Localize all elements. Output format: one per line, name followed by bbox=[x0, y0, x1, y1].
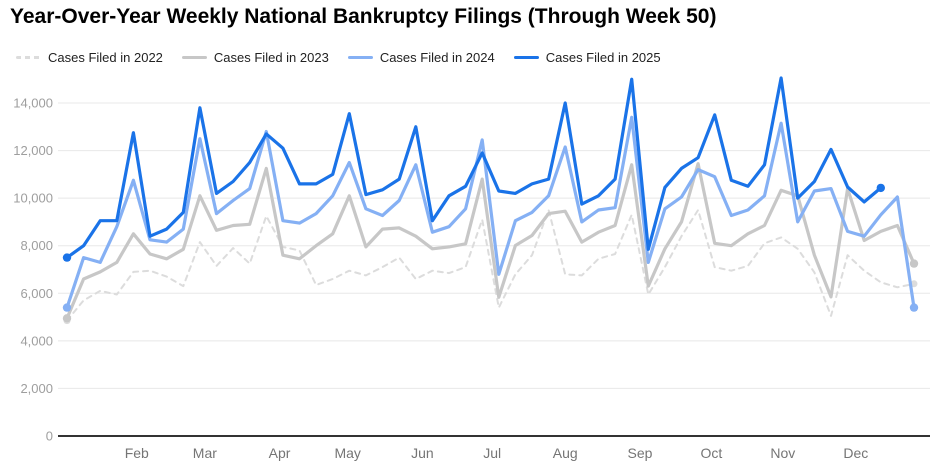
legend-label: Cases Filed in 2025 bbox=[545, 50, 661, 65]
series-endpoint-marker-2024 bbox=[909, 303, 919, 312]
x-tick-label-oct: Oct bbox=[700, 445, 722, 461]
y-tick-label: 8,000 bbox=[20, 238, 53, 253]
x-tick-label-jun: Jun bbox=[411, 445, 434, 461]
y-tick-label: 12,000 bbox=[13, 143, 53, 158]
x-tick-label-aug: Aug bbox=[553, 445, 578, 461]
y-axis-labels: 0 2,000 4,000 6,000 8,000 10,000 12,000 14,000 bbox=[13, 96, 53, 444]
series-endpoint-marker-2023 bbox=[62, 314, 72, 323]
x-tick-label-may: May bbox=[334, 445, 360, 461]
y-tick-label: 4,000 bbox=[20, 333, 53, 348]
y-tick-label: 14,000 bbox=[13, 96, 53, 111]
x-tick-label-dec: Dec bbox=[843, 445, 868, 461]
chart-title: Year-Over-Year Weekly National Bankruptc… bbox=[10, 5, 717, 28]
series-2023 bbox=[62, 162, 919, 323]
series-endpoint-marker-2023 bbox=[909, 259, 919, 268]
chart-legend: Cases Filed in 2022 Cases Filed in 2023 Ca… bbox=[16, 50, 661, 65]
series-line-2025 bbox=[65, 76, 883, 260]
series-line-2024 bbox=[65, 115, 916, 310]
y-tick-label: 0 bbox=[46, 429, 53, 444]
series-endpoint-marker-2025 bbox=[876, 183, 885, 193]
series-2024 bbox=[62, 115, 919, 312]
legend-swatch-2025-line-icon bbox=[513, 56, 539, 59]
legend-item-2025[interactable]: Cases Filed in 2025 bbox=[513, 50, 661, 65]
x-tick-label-jul: Jul bbox=[483, 445, 501, 461]
legend-item-2023[interactable]: Cases Filed in 2023 bbox=[181, 50, 329, 65]
x-tick-label-feb: Feb bbox=[125, 445, 149, 461]
series-endpoint-marker-2025 bbox=[62, 253, 72, 262]
x-tick-label-apr: Apr bbox=[269, 445, 291, 461]
legend-swatch-2023-line-icon bbox=[181, 56, 207, 59]
series-2025 bbox=[62, 76, 885, 262]
legend-label: Cases Filed in 2023 bbox=[213, 50, 329, 65]
y-tick-label: 10,000 bbox=[13, 191, 53, 206]
y-tick-label: 2,000 bbox=[20, 381, 53, 396]
legend-swatch-2024-line-icon bbox=[347, 56, 373, 59]
legend-item-2022[interactable]: Cases Filed in 2022 bbox=[16, 50, 163, 65]
series-line-2023 bbox=[65, 162, 916, 320]
legend-swatch-2022-dashed-line-icon bbox=[16, 56, 41, 59]
series-endpoint-marker-2024 bbox=[62, 303, 72, 312]
x-tick-label-nov: Nov bbox=[770, 445, 795, 461]
x-tick-label-mar: Mar bbox=[193, 445, 217, 461]
series-line-2022 bbox=[66, 209, 915, 322]
x-tick-label-sep: Sep bbox=[628, 445, 653, 461]
y-tick-label: 6,000 bbox=[20, 286, 53, 301]
legend-label: Cases Filed in 2022 bbox=[48, 50, 163, 65]
legend-label: Cases Filed in 2024 bbox=[379, 50, 495, 65]
x-axis-labels: Feb Mar Apr May Jun Jul Aug Sep Oct Nov Dec bbox=[125, 445, 869, 461]
legend-item-2024[interactable]: Cases Filed in 2024 bbox=[347, 50, 495, 65]
